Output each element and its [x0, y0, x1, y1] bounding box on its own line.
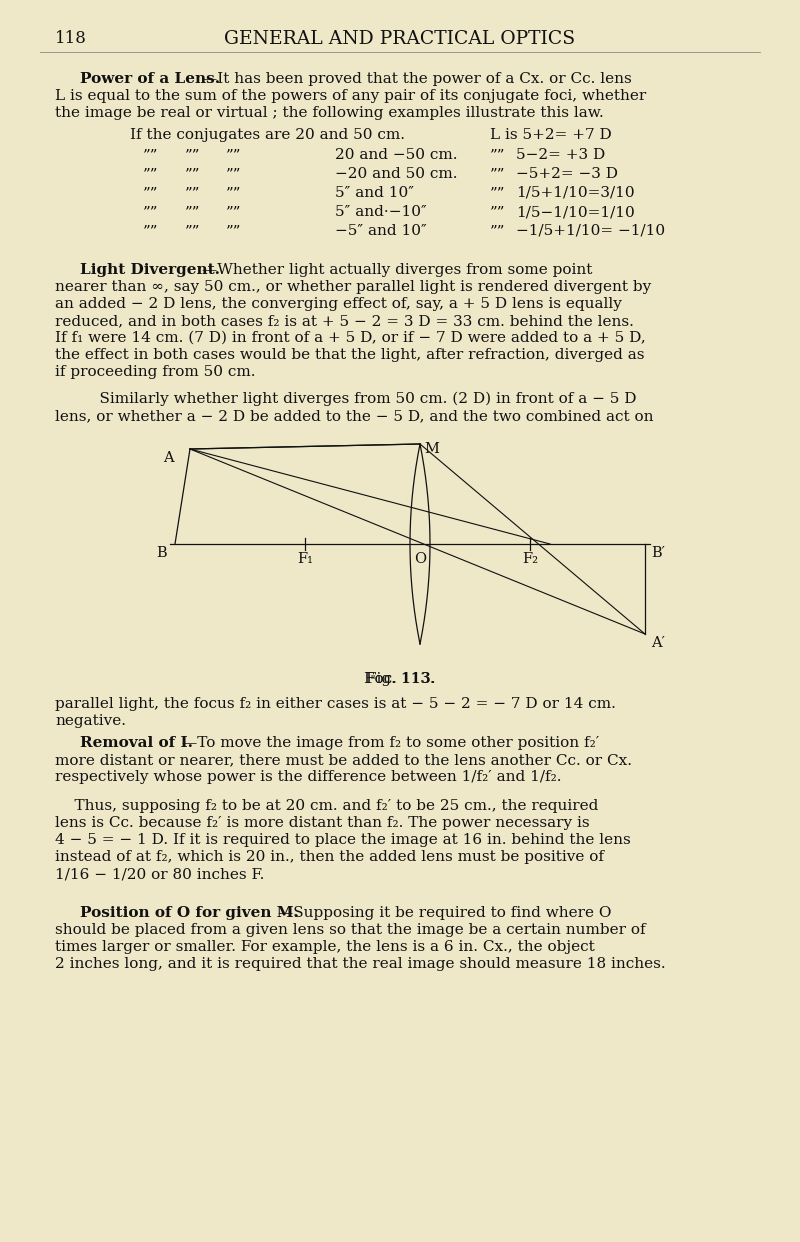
Text: B′: B′ [651, 546, 665, 560]
Text: —It has been proved that the power of a Cx. or Cc. lens: —It has been proved that the power of a … [202, 72, 632, 86]
Text: F₁: F₁ [297, 551, 313, 566]
Text: If the conjugates are 20 and 50 cm.: If the conjugates are 20 and 50 cm. [130, 128, 405, 142]
Text: M: M [424, 442, 439, 456]
Text: Removal of I.: Removal of I. [80, 737, 193, 750]
Text: negative.: negative. [55, 714, 126, 728]
Text: A′: A′ [651, 636, 665, 650]
Text: respectively whose power is the difference between 1/f₂′ and 1/f₂.: respectively whose power is the differen… [55, 770, 562, 784]
Text: L is equal to the sum of the powers of any pair of its conjugate foci, whether: L is equal to the sum of the powers of a… [55, 89, 646, 103]
Text: Position of O for given M.: Position of O for given M. [80, 905, 299, 920]
Text: Light Divergent.: Light Divergent. [80, 263, 220, 277]
Text: If f₁ were 14 cm. (7 D) in front of a + 5 D, or if − 7 D were added to a + 5 D,: If f₁ were 14 cm. (7 D) in front of a + … [55, 332, 646, 345]
Text: ””: ”” [185, 205, 201, 219]
Text: Similarly whether light diverges from 50 cm. (2 D) in front of a − 5 D: Similarly whether light diverges from 50… [80, 392, 637, 406]
Text: more distant or nearer, there must be added to the lens another Cc. or Cx.: more distant or nearer, there must be ad… [55, 753, 632, 768]
Text: ””: ”” [143, 166, 158, 181]
Text: ””: ”” [490, 166, 506, 181]
Text: ””: ”” [143, 205, 158, 219]
Text: —Whether light actually diverges from some point: —Whether light actually diverges from so… [202, 263, 592, 277]
Text: should be placed from a given lens so that the image be a certain number of: should be placed from a given lens so th… [55, 923, 646, 936]
Text: ””: ”” [226, 186, 242, 200]
Text: 2 inches long, and it is required that the real image should measure 18 inches.: 2 inches long, and it is required that t… [55, 958, 666, 971]
Text: Power of a Lens.: Power of a Lens. [80, 72, 220, 86]
Text: 5−2= +3 D: 5−2= +3 D [516, 148, 606, 161]
Text: 118: 118 [55, 30, 87, 47]
Text: ””: ”” [185, 166, 201, 181]
Text: −5″ and 10″: −5″ and 10″ [335, 224, 426, 238]
Text: an added − 2 D lens, the converging effect of, say, a + 5 D lens is equally: an added − 2 D lens, the converging effe… [55, 297, 622, 310]
Text: 1/16 − 1/20 or 80 inches F.: 1/16 − 1/20 or 80 inches F. [55, 867, 264, 881]
Text: A: A [163, 451, 174, 465]
Text: 1/5−1/10=1/10: 1/5−1/10=1/10 [516, 205, 634, 219]
Text: lens, or whether a − 2 D be added to the − 5 D, and the two combined act on: lens, or whether a − 2 D be added to the… [55, 409, 654, 424]
Text: O: O [414, 551, 426, 566]
Text: ””: ”” [490, 186, 506, 200]
Text: L is 5+2= +7 D: L is 5+2= +7 D [490, 128, 612, 142]
Text: ””: ”” [226, 148, 242, 161]
Text: ””: ”” [226, 166, 242, 181]
Text: Fig. 113.: Fig. 113. [366, 672, 434, 686]
Text: if proceeding from 50 cm.: if proceeding from 50 cm. [55, 365, 255, 379]
Text: lens is Cc. because f₂′ is more distant than f₂. The power necessary is: lens is Cc. because f₂′ is more distant … [55, 816, 590, 830]
Text: ””: ”” [226, 205, 242, 219]
Text: 1/5+1/10=3/10: 1/5+1/10=3/10 [516, 186, 634, 200]
Text: ””: ”” [143, 224, 158, 238]
Text: −1/5+1/10= −1/10: −1/5+1/10= −1/10 [516, 224, 665, 238]
Text: ””: ”” [490, 148, 506, 161]
Text: the effect in both cases would be that the light, after refraction, diverged as: the effect in both cases would be that t… [55, 348, 645, 361]
Text: 5″ and·−10″: 5″ and·−10″ [335, 205, 426, 219]
Text: instead of at f₂, which is 20 in., then the added lens must be positive of: instead of at f₂, which is 20 in., then … [55, 850, 604, 864]
Text: ””: ”” [185, 224, 201, 238]
Text: nearer than ∞, say 50 cm., or whether parallel light is rendered divergent by: nearer than ∞, say 50 cm., or whether pa… [55, 279, 651, 294]
Text: Thus, supposing f₂ to be at 20 cm. and f₂′ to be 25 cm., the required: Thus, supposing f₂ to be at 20 cm. and f… [55, 799, 598, 814]
Text: ””: ”” [226, 224, 242, 238]
Text: parallel light, the focus f₂ in either cases is at − 5 − 2 = − 7 D or 14 cm.: parallel light, the focus f₂ in either c… [55, 697, 616, 710]
Text: Fᴏᴄ. 113.: Fᴏᴄ. 113. [364, 672, 436, 686]
Text: ””: ”” [185, 186, 201, 200]
Text: −5+2= −3 D: −5+2= −3 D [516, 166, 618, 181]
Text: ””: ”” [490, 205, 506, 219]
Text: —To move the image from f₂ to some other position f₂′: —To move the image from f₂ to some other… [182, 737, 599, 750]
Text: reduced, and in both cases f₂ is at + 5 − 2 = 3 D = 33 cm. behind the lens.: reduced, and in both cases f₂ is at + 5 … [55, 314, 634, 328]
Text: B: B [156, 546, 167, 560]
Text: ””: ”” [185, 148, 201, 161]
Text: ””: ”” [143, 186, 158, 200]
Text: GENERAL AND PRACTICAL OPTICS: GENERAL AND PRACTICAL OPTICS [225, 30, 575, 48]
Text: ””: ”” [490, 224, 506, 238]
Text: —Supposing it be required to find where O: —Supposing it be required to find where … [278, 905, 611, 920]
Text: −20 and 50 cm.: −20 and 50 cm. [335, 166, 458, 181]
Text: times larger or smaller. For example, the lens is a 6 in. Cx., the object: times larger or smaller. For example, th… [55, 940, 594, 954]
Text: ””: ”” [143, 148, 158, 161]
Text: F₂: F₂ [522, 551, 538, 566]
Text: 4 − 5 = − 1 D. If it is required to place the image at 16 in. behind the lens: 4 − 5 = − 1 D. If it is required to plac… [55, 833, 630, 847]
Text: 5″ and 10″: 5″ and 10″ [335, 186, 414, 200]
Text: the image be real or virtual ; the following examples illustrate this law.: the image be real or virtual ; the follo… [55, 106, 604, 120]
Text: 20 and −50 cm.: 20 and −50 cm. [335, 148, 458, 161]
